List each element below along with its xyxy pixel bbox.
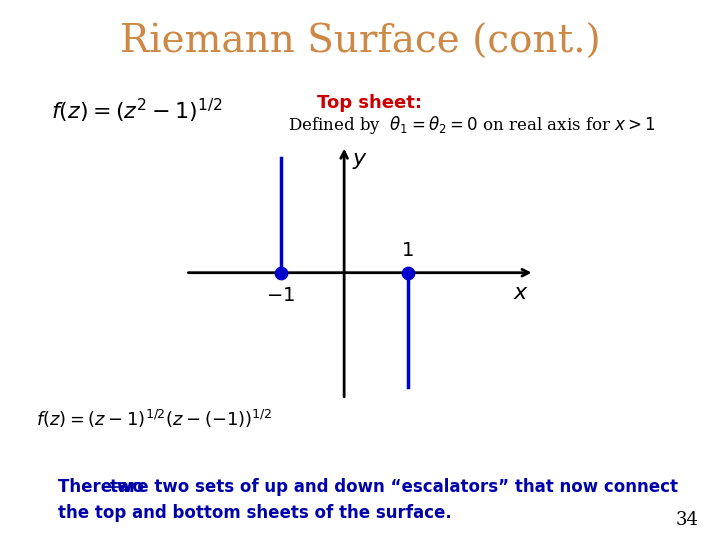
- Text: $x$: $x$: [513, 282, 529, 304]
- Point: [275, 268, 287, 277]
- Text: Riemann Surface (cont.): Riemann Surface (cont.): [120, 24, 600, 62]
- Text: 34: 34: [675, 511, 698, 529]
- Text: There are ⁠two⁠ sets of up and down “escalators” that now connect
the top and bo: There are ⁠two⁠ sets of up and down “esc…: [58, 478, 678, 522]
- Text: $f\left(z\right)=\left(z^2-1\right)^{1/2}$: $f\left(z\right)=\left(z^2-1\right)^{1/2…: [51, 97, 222, 125]
- Text: $-1$: $-1$: [266, 287, 295, 305]
- Text: $y$: $y$: [352, 149, 369, 171]
- Text: $f(z) = (z-1)^{1/2}\left(z-(-1)\right)^{1/2}$: $f(z) = (z-1)^{1/2}\left(z-(-1)\right)^{…: [36, 408, 272, 430]
- Text: two: two: [109, 478, 144, 496]
- Text: $1$: $1$: [401, 242, 414, 260]
- Text: Top sheet:: Top sheet:: [317, 94, 422, 112]
- Point: [402, 268, 413, 277]
- Text: Defined by  $\theta_1 = \theta_2 = 0$ on real axis for $x > 1$: Defined by $\theta_1 = \theta_2 = 0$ on …: [288, 114, 656, 137]
